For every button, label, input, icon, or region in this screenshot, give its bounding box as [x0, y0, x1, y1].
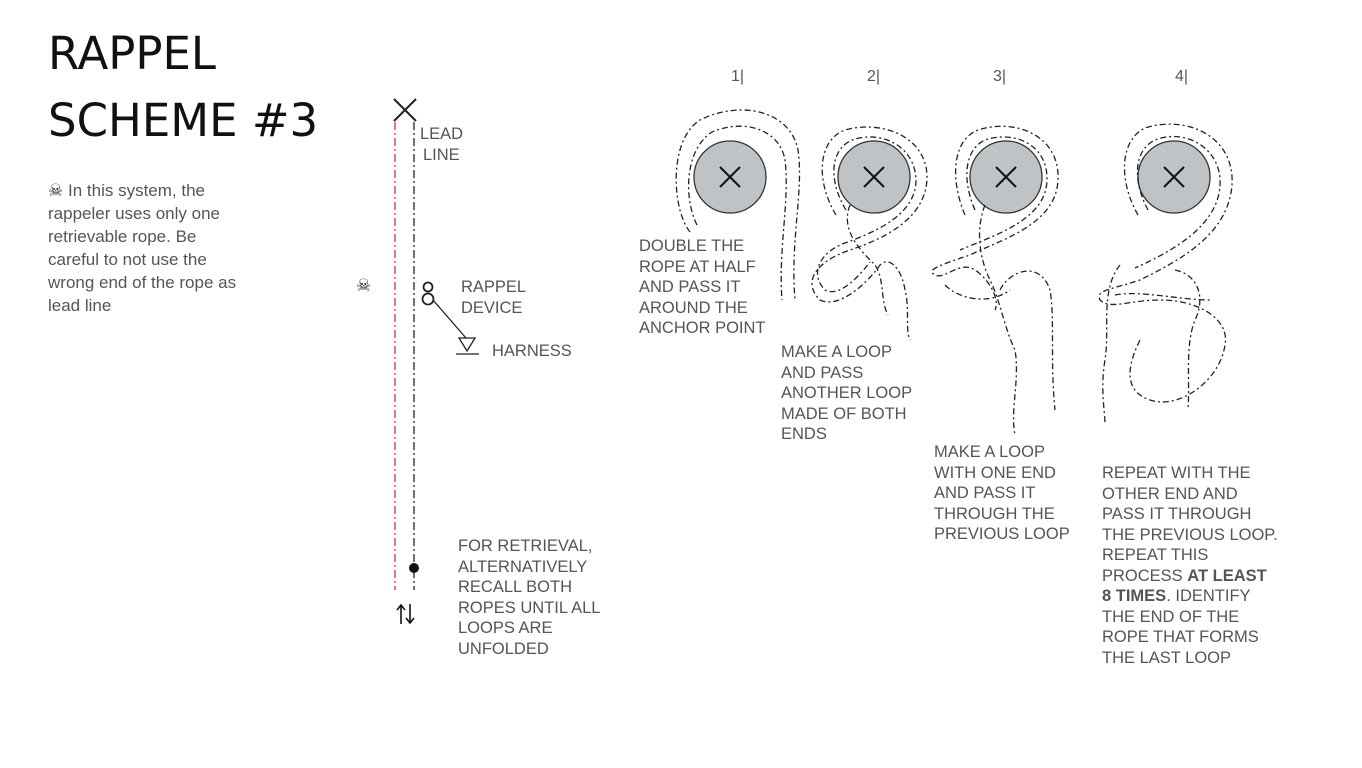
skull-crossbones-icon: ☠ — [48, 181, 64, 200]
step-3-line: AND PASS IT — [934, 484, 1036, 502]
title-line-2: SCHEME #3 — [48, 94, 319, 147]
step-4-text-bold: AT LEAST 8 TIMES — [1102, 566, 1267, 606]
skull-crossbones-icon: ☠ — [356, 276, 372, 295]
step-2-line: MAKE A LOOP — [781, 343, 892, 361]
lead-line-label-2: LINE — [423, 145, 460, 164]
step-2-line: AND PASS — [781, 363, 864, 382]
step-2-line: MADE OF BOTH — [781, 404, 907, 423]
step-3-line: WITH ONE END — [934, 463, 1056, 482]
rappel-device-label-1: RAPPEL — [461, 278, 527, 296]
step-4-text: REPEAT WITH THE OTHER END AND PASS IT TH… — [1102, 463, 1280, 668]
rappel-device-label: RAPPEL DEVICE — [461, 277, 526, 318]
step-4-text-before: REPEAT WITH THE OTHER END AND PASS IT TH… — [1102, 464, 1278, 585]
step-1-anchor — [693, 140, 767, 214]
step-4-rope — [1098, 123, 1233, 426]
rope-end-knot — [409, 563, 419, 573]
title-line-1: RAPPEL — [48, 27, 217, 80]
step-1-line: AROUND THE — [639, 298, 748, 317]
retrieval-line-5: LOOPS ARE — [458, 619, 553, 637]
step-1-line: AND PASS IT — [639, 278, 741, 296]
step-4-text-after: . IDENTIFY THE END OF THE ROPE THAT FORM… — [1102, 587, 1259, 667]
rappel-device-icon — [421, 281, 435, 306]
intro-paragraph: ☠ In this system, the rappeler uses only… — [48, 179, 238, 317]
step-1-number: 1| — [731, 68, 745, 85]
step-3-line: MAKE A LOOP — [934, 443, 1045, 461]
lead-line-label: LEAD LINE — [420, 124, 463, 165]
step-1-rope — [675, 109, 801, 301]
retrieval-line-6: UNFOLDED — [458, 639, 549, 658]
device-to-harness-line — [432, 299, 467, 339]
step-1-text: DOUBLE THE ROPE AT HALF AND PASS IT AROU… — [639, 236, 766, 339]
retrieval-line-4: ROPES UNTIL ALL — [458, 598, 601, 617]
step-4-anchor — [1137, 140, 1211, 214]
step-4-number: 4| — [1175, 68, 1189, 85]
step-3-rope — [931, 125, 1059, 436]
step-2-text: MAKE A LOOP AND PASS ANOTHER LOOP MADE O… — [781, 342, 912, 445]
step-2-number: 2| — [867, 68, 881, 85]
step-1-line: ROPE AT HALF — [639, 257, 756, 276]
step-2-rope — [811, 126, 928, 341]
intro-text: In this system, the rappeler uses only o… — [48, 181, 237, 315]
step-2-line: ENDS — [781, 425, 827, 443]
harness-label: HARNESS — [492, 342, 572, 360]
up-down-arrows-icon — [396, 603, 415, 625]
retrieval-label: FOR RETRIEVAL, ALTERNATIVELY RECALL BOTH… — [458, 536, 600, 659]
step-2-line: ANOTHER LOOP — [781, 384, 913, 402]
step-3-text: MAKE A LOOP WITH ONE END AND PASS IT THR… — [934, 442, 1070, 545]
step-3-number: 3| — [993, 68, 1007, 85]
anchor-x-mark — [393, 98, 417, 122]
step-3-line: THROUGH THE — [934, 504, 1055, 523]
harness-icon — [456, 337, 479, 355]
retrieval-line-3: RECALL BOTH — [458, 578, 573, 596]
step-2-anchor — [837, 140, 911, 214]
page-title: RAPPEL SCHEME #3 — [48, 20, 318, 154]
rappel-device-label-2: DEVICE — [461, 298, 523, 317]
retrieval-line-1: FOR RETRIEVAL, — [458, 537, 593, 555]
retrieval-line-2: ALTERNATIVELY — [458, 557, 588, 576]
lead-line-label-1: LEAD — [420, 125, 464, 143]
step-3-anchor — [969, 140, 1043, 214]
step-1-line: ANCHOR POINT — [639, 319, 766, 337]
step-3-line: PREVIOUS LOOP — [934, 525, 1070, 543]
step-1-line: DOUBLE THE — [639, 237, 745, 255]
